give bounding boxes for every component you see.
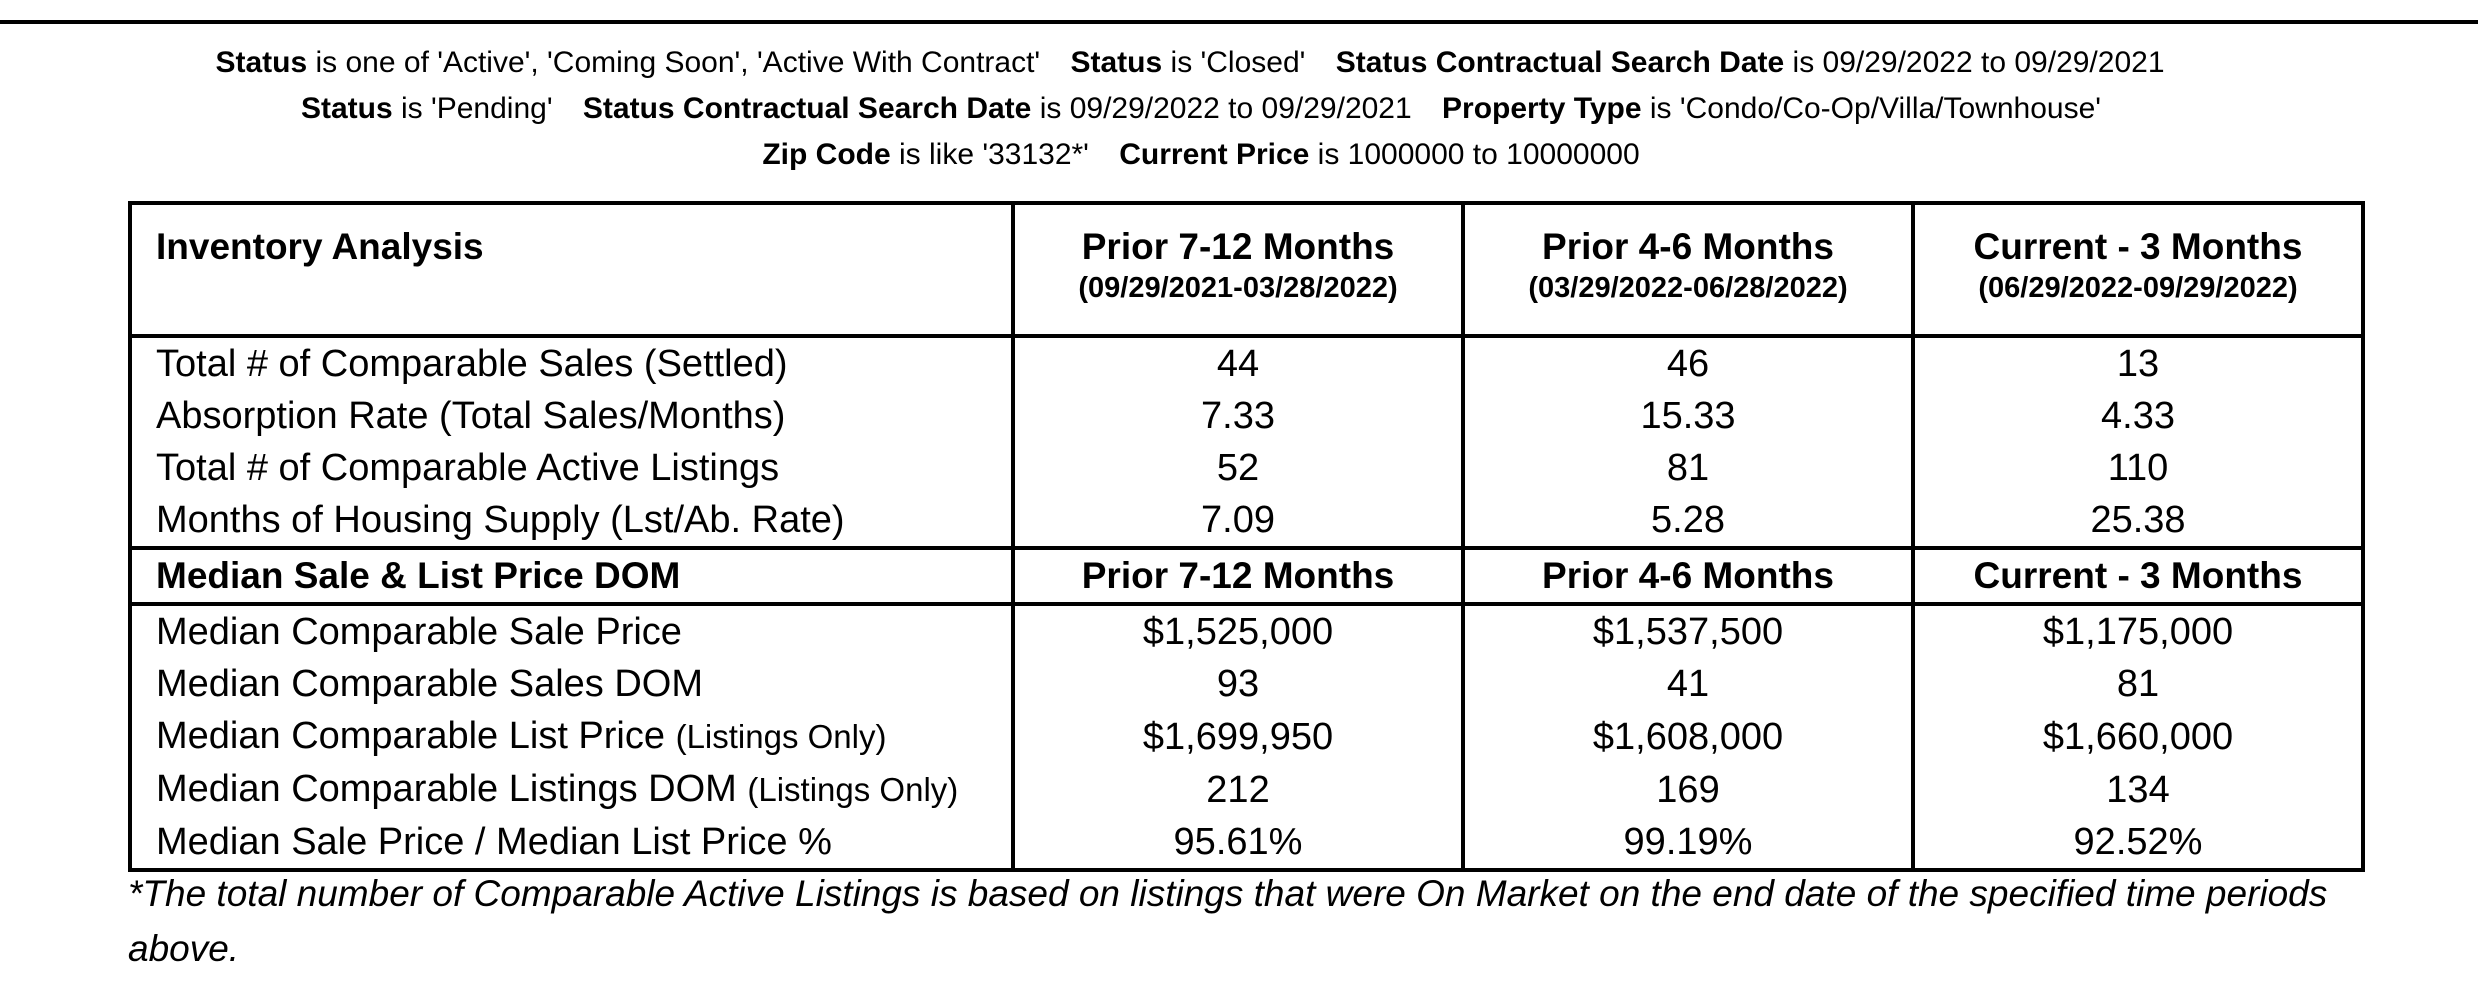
table-cell: 95.61% xyxy=(1011,816,1465,872)
table-cell: 25.38 xyxy=(1911,494,2365,548)
row-label-text: Median Comparable Listings DOM xyxy=(156,768,737,810)
top-divider xyxy=(0,20,2478,24)
table-cell: 110 xyxy=(1911,442,2365,494)
table-cell: $1,525,000 xyxy=(1011,604,1465,658)
criterion: Zip Code is like '33132*' xyxy=(762,138,1089,171)
row-label-text: Median Comparable Sales DOM xyxy=(156,663,704,705)
row-label: Total # of Comparable Sales (Settled) xyxy=(128,336,1015,390)
criterion-field: Current Price xyxy=(1119,138,1310,171)
criterion-text: is 'Condo/Co-Op/Villa/Townhouse' xyxy=(1641,92,2102,125)
period-title: Current - 3 Months xyxy=(1973,226,2303,267)
criterion-field: Status xyxy=(300,92,393,125)
table-cell: 7.09 xyxy=(1011,494,1465,548)
table-cell: $1,608,000 xyxy=(1461,710,1915,763)
row-label: Median Sale Price / Median List Price % xyxy=(128,816,1015,872)
table-cell: 7.33 xyxy=(1011,390,1465,442)
footnote: *The total number of Comparable Active L… xyxy=(128,873,2328,969)
row-label: Median Comparable Listings DOM (Listings… xyxy=(128,763,1015,816)
period-range: (06/29/2022-09/29/2022) xyxy=(1978,272,2298,304)
row-label-text: Median Comparable Sale Price xyxy=(156,611,682,653)
table-cell: 212 xyxy=(1011,763,1465,816)
period-header: Prior 7-12 Months (09/29/2021-03/28/2022… xyxy=(1011,201,1465,338)
table-row: Median Comparable Listings DOM (Listings… xyxy=(128,763,2365,816)
table-row: Median Comparable List Price (Listings O… xyxy=(128,710,2365,763)
market-report-table: Inventory Analysis Prior 7-12 Months (09… xyxy=(128,201,2365,872)
table-row: Total # of Comparable Active Listings 52… xyxy=(128,442,2365,494)
criterion-text: is 'Pending' xyxy=(392,92,553,125)
criterion-text: is 'Closed' xyxy=(1162,46,1306,79)
table-cell: 81 xyxy=(1461,442,1915,494)
period-header: Current - 3 Months (06/29/2022-09/29/202… xyxy=(1911,201,2365,338)
period-title: Prior 4-6 Months xyxy=(1542,226,1834,267)
listings-only-note: (Listings Only) xyxy=(747,771,959,808)
period-title: Prior 7-12 Months xyxy=(1011,546,1465,606)
row-label: Absorption Rate (Total Sales/Months) xyxy=(128,390,1015,442)
table-cell: $1,537,500 xyxy=(1461,604,1915,658)
period-title: Current - 3 Months xyxy=(1911,546,2365,606)
table-row: Median Comparable Sale Price $1,525,000 … xyxy=(128,604,2365,658)
criterion-text: is 09/29/2022 to 09/29/2021 xyxy=(1031,92,1412,125)
row-label: Median Comparable List Price (Listings O… xyxy=(128,710,1015,763)
table-row: Total # of Comparable Sales (Settled) 44… xyxy=(128,336,2365,390)
table-cell: 46 xyxy=(1461,336,1915,390)
table-cell: 15.33 xyxy=(1461,390,1915,442)
criterion-field: Property Type xyxy=(1442,92,1642,125)
criterion: Property Type is 'Condo/Co-Op/Villa/Town… xyxy=(1442,92,2101,125)
period-header: Prior 4-6 Months (03/29/2022-06/28/2022) xyxy=(1461,201,1915,338)
row-label-text: Median Sale Price / Median List Price % xyxy=(156,821,832,863)
row-label: Total # of Comparable Active Listings xyxy=(128,442,1015,494)
table-row: Median Comparable Sales DOM 93 41 81 xyxy=(128,658,2365,710)
table-cell: 52 xyxy=(1011,442,1465,494)
table-cell: 5.28 xyxy=(1461,494,1915,548)
period-title: Prior 4-6 Months xyxy=(1461,546,1915,606)
inventory-section-title: Inventory Analysis xyxy=(128,201,1015,338)
table-cell: $1,660,000 xyxy=(1911,710,2365,763)
period-title: Prior 7-12 Months xyxy=(1081,226,1395,267)
search-criteria: Status is one of 'Active', 'Coming Soon'… xyxy=(160,40,2220,178)
criterion: Status is 'Closed' xyxy=(1071,46,1306,79)
row-label-text: Median Comparable List Price xyxy=(156,715,666,757)
inventory-header-row: Inventory Analysis Prior 7-12 Months (09… xyxy=(128,201,2365,338)
criterion-text: is 1000000 to 10000000 xyxy=(1309,138,1640,171)
listings-only-note: (Listings Only) xyxy=(675,718,887,755)
table-cell: 44 xyxy=(1011,336,1465,390)
median-header-row: Median Sale & List Price DOM Prior 7-12 … xyxy=(128,546,2365,606)
criterion: Current Price is 1000000 to 10000000 xyxy=(1119,138,1639,171)
table-cell: 41 xyxy=(1461,658,1915,710)
table-cell: 93 xyxy=(1011,658,1465,710)
row-label: Median Comparable Sale Price xyxy=(128,604,1015,658)
table-cell: 13 xyxy=(1911,336,2365,390)
criterion: Status Contractual Search Date is 09/29/… xyxy=(583,92,1412,125)
row-label: Median Comparable Sales DOM xyxy=(128,658,1015,710)
period-range: (09/29/2021-03/28/2022) xyxy=(1078,272,1398,304)
table-cell: 81 xyxy=(1911,658,2365,710)
table-cell: $1,699,950 xyxy=(1011,710,1465,763)
table-cell: 4.33 xyxy=(1911,390,2365,442)
table-cell: 92.52% xyxy=(1911,816,2365,872)
criterion: Status Contractual Search Date is 09/29/… xyxy=(1336,46,2165,79)
table-cell: 134 xyxy=(1911,763,2365,816)
table-cell: $1,175,000 xyxy=(1911,604,2365,658)
criterion-field: Status Contractual Search Date xyxy=(1335,46,1785,79)
median-section-title: Median Sale & List Price DOM xyxy=(128,546,1015,606)
table-row: Months of Housing Supply (Lst/Ab. Rate) … xyxy=(128,494,2365,548)
table-cell: 99.19% xyxy=(1461,816,1915,872)
period-range: (03/29/2022-06/28/2022) xyxy=(1528,272,1848,304)
criterion: Status is one of 'Active', 'Coming Soon'… xyxy=(215,46,1040,79)
criterion-field: Status Contractual Search Date xyxy=(582,92,1032,125)
table-row: Median Sale Price / Median List Price % … xyxy=(128,816,2365,872)
table-cell: 169 xyxy=(1461,763,1915,816)
criterion-field: Status xyxy=(1070,46,1163,79)
criterion-text: is like '33132*' xyxy=(890,138,1089,171)
criterion-field: Zip Code xyxy=(762,138,891,171)
criterion-text: is 09/29/2022 to 09/29/2021 xyxy=(1784,46,2165,79)
row-label: Months of Housing Supply (Lst/Ab. Rate) xyxy=(128,494,1015,548)
criterion-text: is one of 'Active', 'Coming Soon', 'Acti… xyxy=(307,46,1041,79)
table-row: Absorption Rate (Total Sales/Months) 7.3… xyxy=(128,390,2365,442)
criterion-field: Status xyxy=(215,46,308,79)
criterion: Status is 'Pending' xyxy=(301,92,553,125)
